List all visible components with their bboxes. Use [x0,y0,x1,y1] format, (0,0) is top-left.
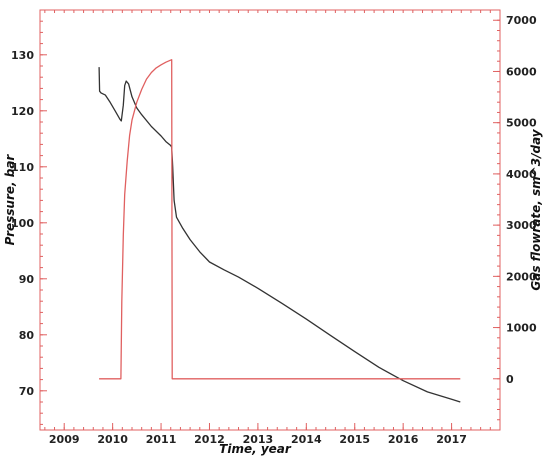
y-left-tick-label: 70 [19,385,35,398]
x-axis-label: Time, year [219,442,292,456]
y-right-tick-label: 1000 [506,322,537,335]
axis-ticks [40,9,500,430]
axis-tick-labels: 2009 2010 2011 2012 2013 2014 2015 2016 2017 70 80… [11,14,537,446]
x-tick-label: 2013 [243,433,274,446]
x-tick-label: 2014 [291,433,322,446]
y-right-tick-label: 5000 [506,117,537,130]
y-left-tick-label: 100 [11,217,34,230]
x-tick-label: 2017 [436,433,467,446]
y-right-tick-label: 4000 [506,168,537,181]
y-right-tick-label: 2000 [506,270,537,283]
x-tick-label: 2012 [194,433,225,446]
y-left-tick-label: 130 [11,49,34,62]
y-left-tick-label: 80 [19,329,35,342]
y-right-tick-label: 7000 [506,14,537,27]
y-right-tick-label: 6000 [506,65,537,78]
y-left-tick-label: 120 [11,105,34,118]
x-tick-label: 2009 [49,433,80,446]
x-tick-label: 2015 [339,433,370,446]
x-tick-label: 2011 [146,433,177,446]
y-axis-label-right: Gas flowrate, sm^3/day [529,128,543,290]
gas-flowrate-line [99,59,461,380]
plot-frame [39,9,501,431]
y-axis-label-left: Pressure, bar [3,154,17,246]
y-left-tick-label: 90 [19,273,35,286]
x-tick-label: 2016 [388,433,419,446]
x-tick-label: 2010 [97,433,128,446]
y-right-tick-label: 3000 [506,219,537,232]
y-left-tick-label: 110 [11,161,34,174]
series-layer [98,59,461,403]
pressure-line [98,67,461,403]
y-right-tick-label: 0 [506,373,514,386]
